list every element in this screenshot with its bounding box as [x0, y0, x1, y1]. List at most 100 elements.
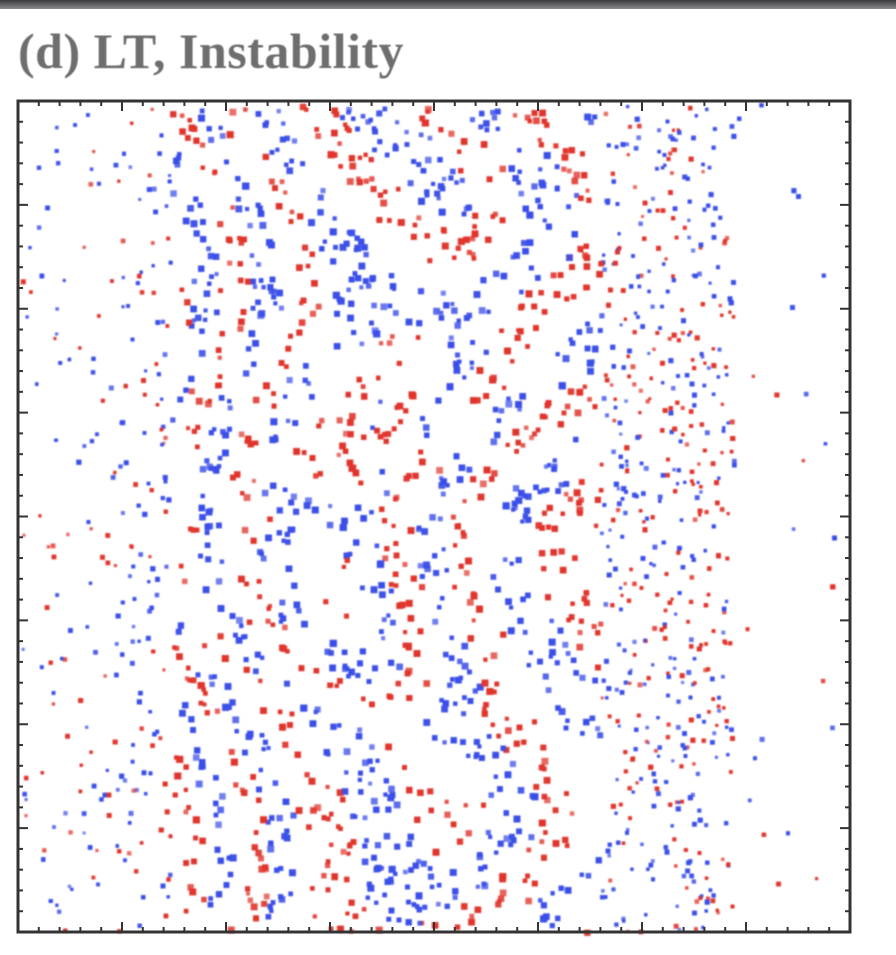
particle	[429, 884, 435, 890]
particle	[728, 300, 734, 306]
particle	[721, 630, 726, 635]
particle	[421, 119, 429, 127]
particle	[519, 393, 526, 400]
particle	[314, 804, 322, 812]
particle	[217, 355, 222, 360]
particle	[753, 756, 757, 761]
particle	[276, 530, 282, 536]
particle	[482, 707, 487, 712]
particle	[690, 479, 694, 483]
particle	[513, 252, 520, 259]
particle	[675, 725, 681, 730]
particle	[634, 116, 640, 122]
particle	[348, 668, 355, 676]
particle	[509, 561, 514, 566]
particle	[606, 545, 610, 549]
particle	[346, 459, 354, 467]
particle	[666, 722, 671, 727]
particle	[279, 723, 286, 731]
particle	[526, 663, 531, 668]
particle	[660, 428, 665, 433]
particle	[151, 186, 157, 192]
particle	[369, 510, 374, 515]
particle	[518, 489, 525, 497]
particle	[278, 894, 284, 900]
particle	[481, 710, 488, 717]
particle	[56, 161, 61, 166]
particle	[347, 419, 354, 426]
particle	[286, 377, 293, 384]
particle	[801, 459, 805, 463]
particle	[725, 373, 729, 377]
particle	[486, 688, 494, 695]
particle	[701, 162, 705, 167]
particle	[688, 330, 693, 334]
particle	[269, 815, 275, 821]
particle	[615, 778, 619, 782]
particle	[381, 617, 387, 623]
particle	[728, 310, 732, 314]
particle	[121, 275, 125, 280]
particle	[51, 691, 56, 695]
particle	[373, 330, 381, 338]
particle	[702, 207, 707, 212]
particle	[218, 288, 223, 293]
particle	[214, 272, 219, 277]
particle	[193, 230, 200, 237]
particle	[714, 755, 718, 759]
particle	[668, 410, 674, 416]
particle	[218, 125, 223, 130]
particle	[642, 236, 647, 241]
particle	[343, 552, 350, 559]
particle	[362, 278, 369, 284]
particle	[198, 553, 203, 559]
particle	[79, 763, 83, 767]
particle	[578, 195, 584, 201]
particle	[616, 642, 621, 647]
particle	[262, 153, 269, 160]
particle	[524, 425, 529, 430]
particle	[372, 665, 378, 672]
particle	[346, 287, 351, 293]
particle	[46, 545, 50, 549]
particle	[273, 436, 279, 443]
particle	[198, 114, 205, 122]
particle	[674, 864, 678, 868]
particle	[258, 678, 263, 684]
particle	[208, 136, 215, 143]
particle	[304, 772, 310, 778]
particle	[269, 436, 277, 444]
particle	[277, 709, 283, 715]
particle	[694, 495, 700, 501]
particle	[337, 925, 344, 933]
particle	[219, 793, 226, 800]
particle	[267, 903, 273, 910]
particle	[82, 444, 87, 448]
particle	[362, 759, 369, 766]
particle	[304, 107, 309, 112]
particle	[525, 897, 532, 905]
particle	[354, 504, 362, 511]
particle	[102, 792, 108, 798]
particle	[463, 236, 470, 243]
particle	[516, 180, 521, 185]
particle	[423, 719, 431, 726]
particle	[353, 814, 358, 819]
particle	[490, 438, 498, 446]
particle	[174, 645, 180, 651]
particle	[672, 837, 677, 842]
particle	[444, 568, 449, 573]
particle	[393, 541, 399, 546]
particle	[302, 377, 308, 383]
particle	[676, 374, 680, 378]
particle	[305, 497, 312, 505]
particle	[195, 672, 201, 678]
particle	[697, 808, 702, 813]
particle	[677, 800, 681, 804]
particle	[78, 789, 83, 794]
particle	[663, 845, 668, 850]
particle	[330, 723, 337, 730]
particle	[525, 344, 530, 349]
particle	[642, 520, 646, 524]
particle	[358, 789, 364, 795]
